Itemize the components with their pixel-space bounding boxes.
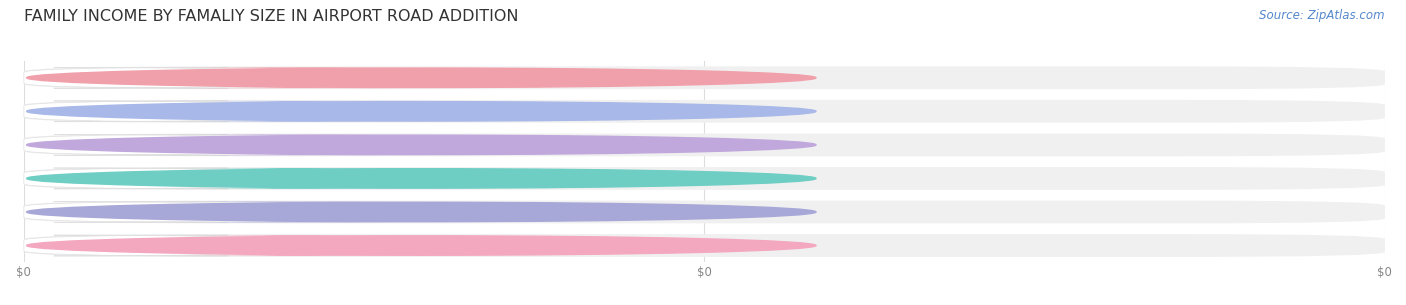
Text: $0: $0 (287, 174, 302, 183)
FancyBboxPatch shape (24, 202, 257, 222)
FancyBboxPatch shape (24, 66, 1385, 89)
FancyBboxPatch shape (165, 67, 426, 88)
Text: 5-Person Families: 5-Person Families (105, 174, 200, 183)
Text: $0: $0 (287, 207, 302, 217)
FancyBboxPatch shape (24, 201, 1385, 223)
Text: 7+ Person Families: 7+ Person Families (101, 241, 204, 250)
FancyBboxPatch shape (24, 134, 1385, 156)
Text: $0: $0 (287, 73, 302, 83)
Circle shape (27, 169, 815, 188)
Circle shape (27, 68, 815, 88)
FancyBboxPatch shape (24, 67, 257, 88)
Circle shape (27, 135, 815, 155)
FancyBboxPatch shape (24, 235, 257, 256)
Text: 3-Person Families: 3-Person Families (105, 106, 200, 116)
FancyBboxPatch shape (165, 202, 426, 222)
FancyBboxPatch shape (165, 235, 426, 256)
FancyBboxPatch shape (24, 135, 257, 155)
FancyBboxPatch shape (165, 101, 426, 122)
Text: $0: $0 (287, 140, 302, 150)
Text: $0: $0 (287, 106, 302, 116)
Text: $0: $0 (287, 241, 302, 250)
FancyBboxPatch shape (24, 168, 257, 189)
FancyBboxPatch shape (165, 135, 426, 155)
FancyBboxPatch shape (24, 167, 1385, 190)
Text: Source: ZipAtlas.com: Source: ZipAtlas.com (1260, 9, 1385, 22)
Circle shape (27, 102, 815, 121)
FancyBboxPatch shape (24, 100, 1385, 123)
Circle shape (27, 236, 815, 255)
FancyBboxPatch shape (24, 234, 1385, 257)
FancyBboxPatch shape (24, 101, 257, 122)
Text: 6-Person Families: 6-Person Families (105, 207, 200, 217)
Text: FAMILY INCOME BY FAMALIY SIZE IN AIRPORT ROAD ADDITION: FAMILY INCOME BY FAMALIY SIZE IN AIRPORT… (24, 9, 519, 24)
Circle shape (27, 202, 815, 222)
Text: 4-Person Families: 4-Person Families (105, 140, 200, 150)
FancyBboxPatch shape (165, 168, 426, 189)
Text: 2-Person Families: 2-Person Families (105, 73, 200, 83)
